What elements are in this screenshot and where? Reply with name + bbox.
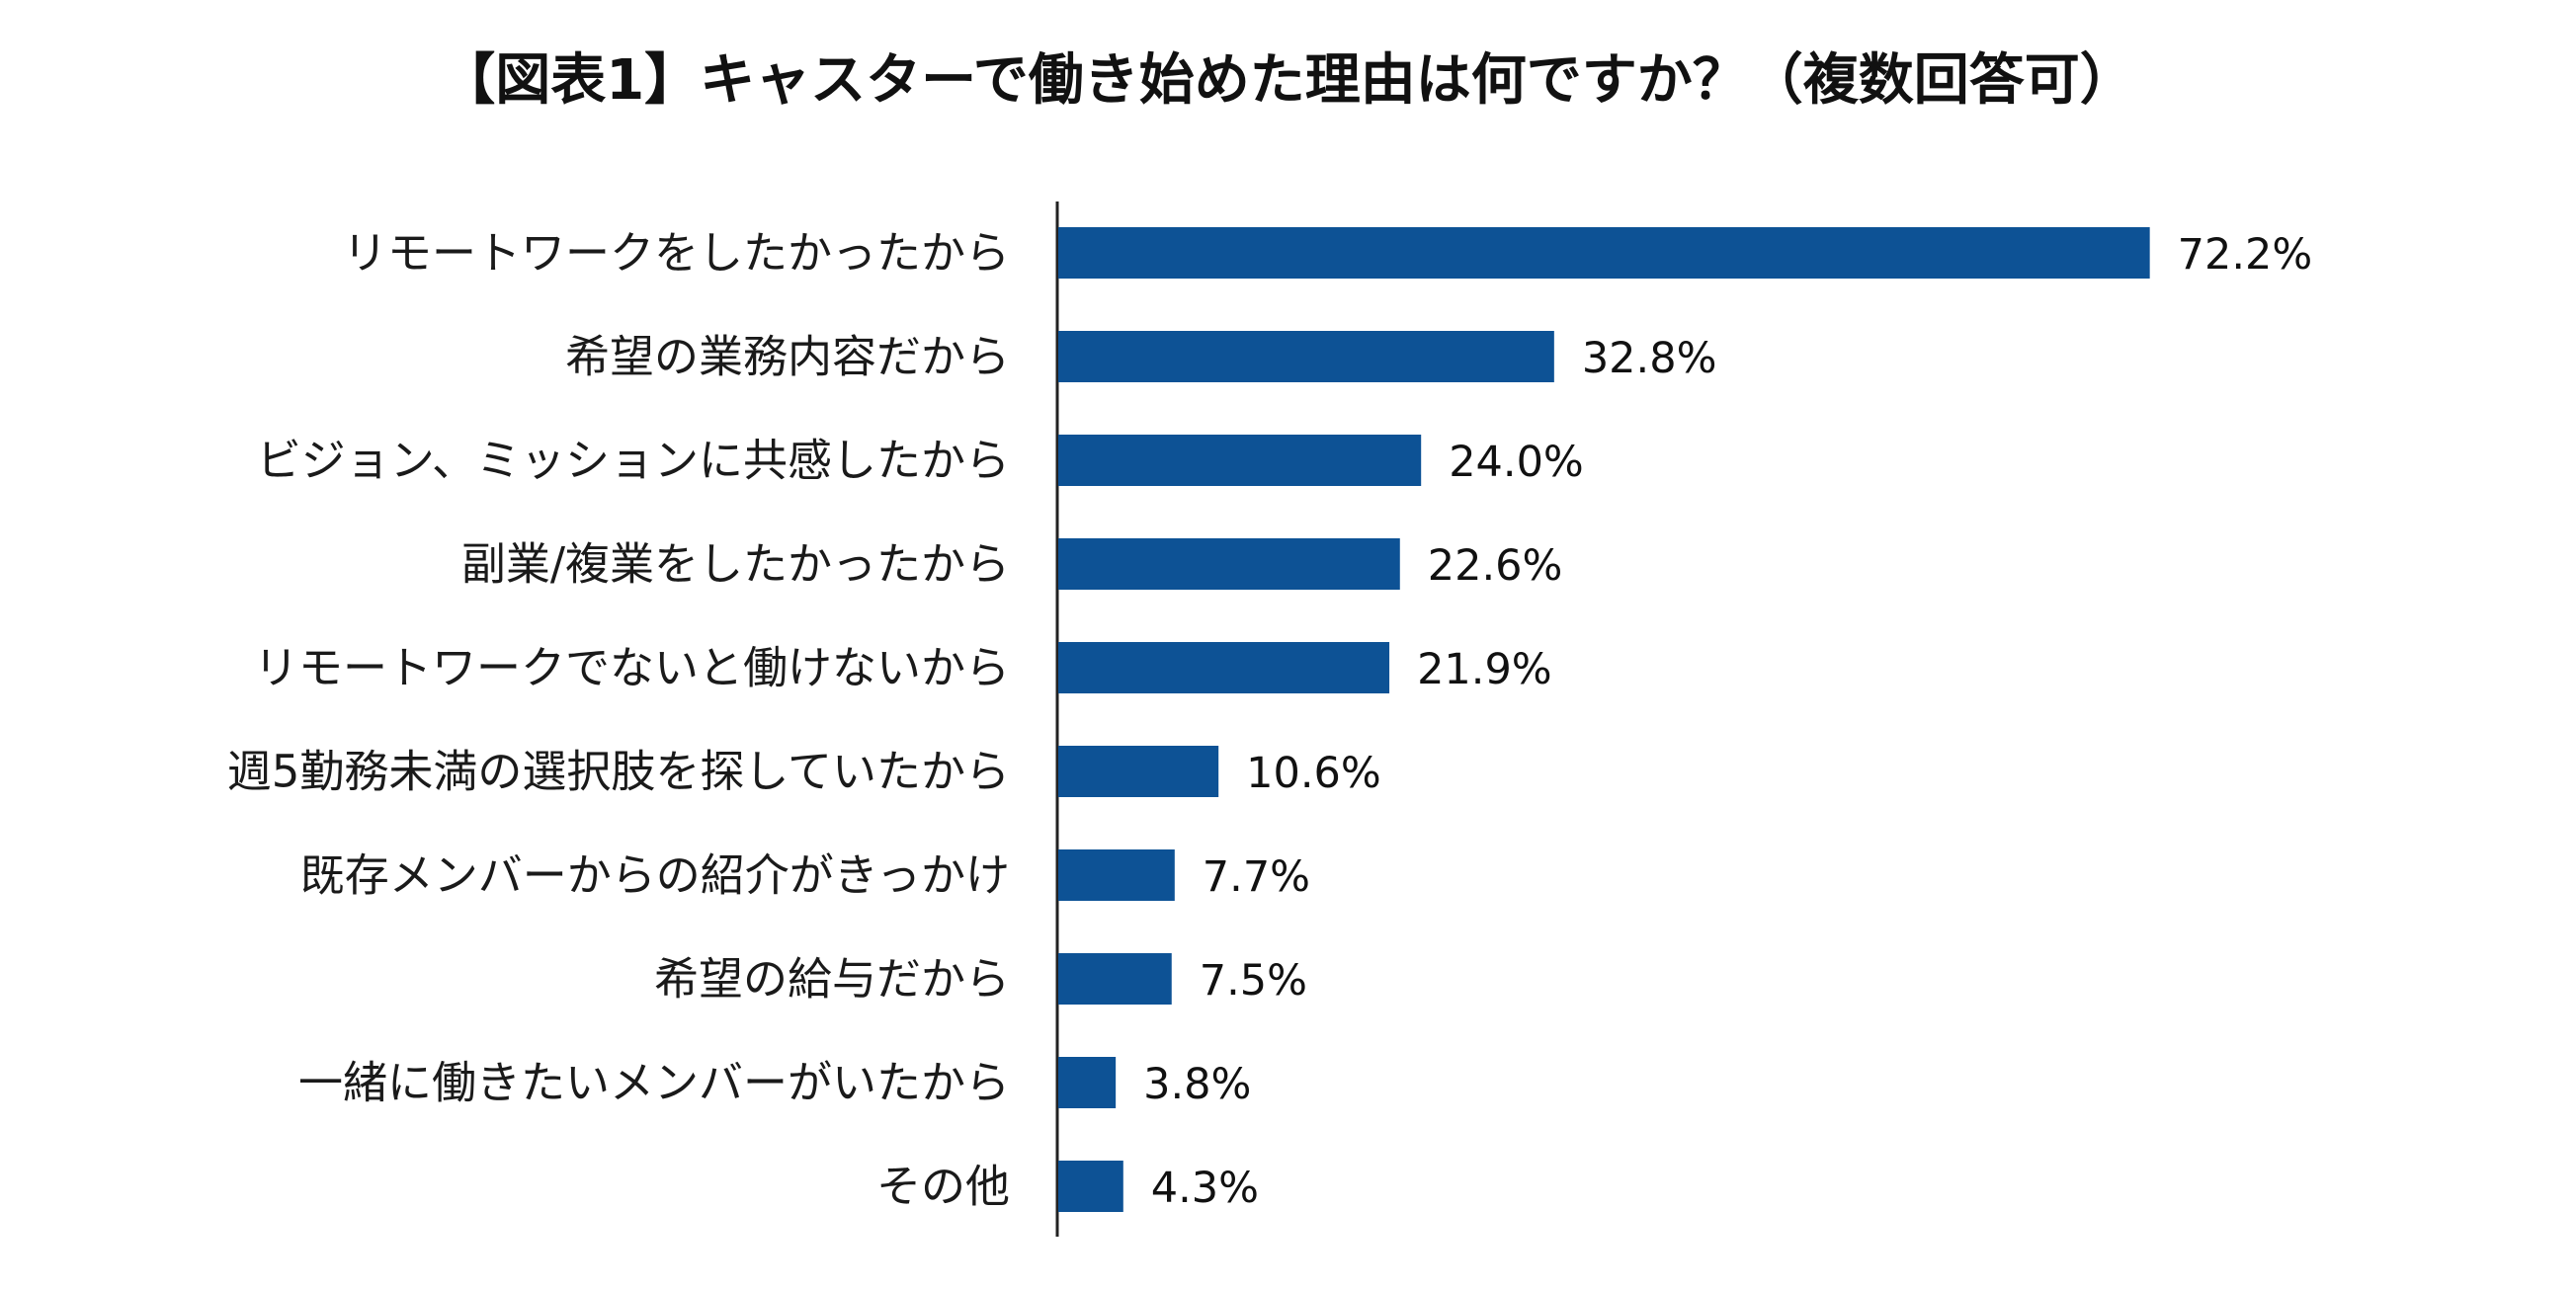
bar <box>1058 227 2150 279</box>
value-label: 3.8% <box>1143 1060 1251 1109</box>
value-label: 7.7% <box>1203 852 1310 902</box>
category-label: 副業/複業をしたかったから <box>461 538 1010 591</box>
bar <box>1058 849 1175 901</box>
category-label: ビジョン、ミッションに共感したから <box>257 435 1010 487</box>
bar <box>1058 538 1400 590</box>
category-label: 週5勤務未満の選択肢を探していたから <box>227 746 1010 798</box>
value-label: 21.9% <box>1417 645 1552 694</box>
category-label: リモートワークをしたかったから <box>343 227 1010 280</box>
category-label: その他 <box>876 1161 1010 1213</box>
bar <box>1058 435 1422 486</box>
bar <box>1058 746 1219 797</box>
value-label: 4.3% <box>1151 1164 1259 1213</box>
bar <box>1058 642 1390 693</box>
value-label: 24.0% <box>1449 438 1584 487</box>
value-label: 10.6% <box>1246 749 1381 798</box>
value-label: 32.8% <box>1582 334 1717 383</box>
value-label: 22.6% <box>1428 541 1563 591</box>
bar-group: リモートワークをしたかったから 72.2% 希望の業務内容だから 32.8% ビジョン、… <box>227 227 2313 1214</box>
value-label: 7.5% <box>1200 956 1307 1006</box>
value-label: 72.2% <box>2178 230 2313 280</box>
category-label: リモートワークでないと働けないから <box>254 642 1010 694</box>
category-label: 既存メンバーからの紹介がきっかけ <box>300 849 1010 902</box>
bar <box>1058 331 1554 382</box>
bar <box>1058 1057 1117 1108</box>
category-label: 希望の業務内容だから <box>565 331 1010 383</box>
bar <box>1058 953 1172 1005</box>
chart-title: 【図表1】キャスターで働き始めた理由は何ですか？（複数回答可） <box>440 48 2135 113</box>
category-label: 一緒に働きたいメンバーがいたから <box>298 1057 1010 1109</box>
bar <box>1058 1161 1123 1212</box>
category-label: 希望の給与だから <box>654 953 1010 1006</box>
